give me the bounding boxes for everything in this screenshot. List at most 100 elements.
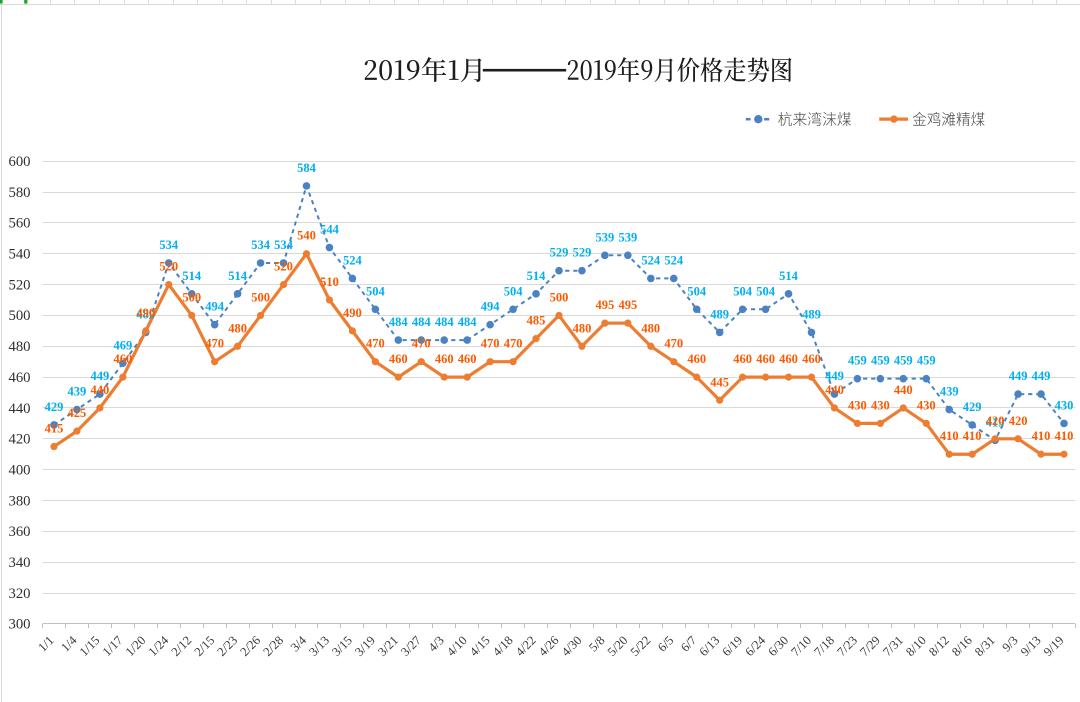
svg-text:459: 459	[917, 354, 936, 368]
svg-text:489: 489	[802, 307, 821, 321]
svg-text:439: 439	[940, 385, 959, 399]
svg-text:520: 520	[159, 260, 178, 274]
svg-text:460: 460	[458, 352, 477, 366]
svg-text:320: 320	[8, 586, 30, 602]
svg-text:449: 449	[91, 369, 110, 383]
svg-text:469: 469	[113, 338, 132, 352]
svg-text:500: 500	[251, 290, 270, 304]
svg-text:449: 449	[1032, 369, 1051, 383]
svg-text:470: 470	[412, 337, 431, 351]
svg-text:544: 544	[320, 223, 340, 237]
svg-text:410: 410	[963, 429, 982, 443]
svg-text:470: 470	[205, 337, 224, 351]
svg-text:520: 520	[274, 260, 293, 274]
svg-text:580: 580	[8, 185, 30, 201]
svg-text:480: 480	[228, 321, 247, 335]
svg-text:480: 480	[641, 321, 660, 335]
svg-text:460: 460	[389, 352, 408, 366]
svg-text:524: 524	[343, 253, 363, 267]
svg-text:529: 529	[573, 246, 592, 260]
svg-text:514: 514	[228, 269, 248, 283]
svg-text:460: 460	[687, 352, 706, 366]
svg-text:534: 534	[159, 238, 179, 252]
svg-text:410: 410	[940, 429, 959, 443]
svg-text:449: 449	[1009, 369, 1028, 383]
svg-text:534: 534	[274, 238, 294, 252]
svg-text:440: 440	[8, 401, 30, 417]
svg-text:429: 429	[45, 400, 64, 414]
svg-text:504: 504	[733, 284, 753, 298]
svg-text:459: 459	[848, 354, 867, 368]
svg-text:400: 400	[8, 462, 30, 478]
svg-text:484: 484	[389, 315, 409, 329]
svg-text:529: 529	[550, 246, 569, 260]
svg-text:494: 494	[481, 300, 501, 314]
svg-text:430: 430	[848, 398, 867, 412]
svg-text:495: 495	[596, 298, 615, 312]
svg-text:460: 460	[802, 352, 821, 366]
svg-text:539: 539	[596, 230, 615, 244]
svg-text:584: 584	[297, 161, 317, 175]
svg-text:410: 410	[1032, 429, 1051, 443]
svg-text:514: 514	[779, 269, 799, 283]
svg-text:504: 504	[687, 284, 707, 298]
svg-text:445: 445	[710, 375, 729, 389]
svg-text:500: 500	[8, 308, 30, 324]
svg-text:449: 449	[825, 369, 844, 383]
svg-text:485: 485	[527, 314, 546, 328]
svg-text:489: 489	[136, 307, 155, 321]
svg-text:360: 360	[8, 524, 30, 540]
svg-text:420: 420	[8, 432, 30, 448]
svg-text:520: 520	[8, 277, 30, 293]
svg-text:470: 470	[664, 337, 683, 351]
svg-text:460: 460	[113, 352, 132, 366]
svg-text:380: 380	[8, 493, 30, 509]
svg-text:560: 560	[8, 216, 30, 232]
svg-text:514: 514	[527, 269, 547, 283]
svg-text:540: 540	[8, 247, 30, 263]
svg-text:484: 484	[435, 315, 455, 329]
svg-text:504: 504	[756, 284, 776, 298]
svg-text:460: 460	[733, 352, 752, 366]
svg-text:504: 504	[504, 284, 524, 298]
svg-text:524: 524	[641, 253, 661, 267]
svg-text:439: 439	[68, 385, 87, 399]
svg-text:534: 534	[251, 238, 271, 252]
svg-text:410: 410	[1055, 429, 1074, 443]
svg-text:415: 415	[45, 422, 64, 436]
svg-text:600: 600	[8, 154, 30, 170]
svg-text:430: 430	[1055, 398, 1074, 412]
svg-text:459: 459	[894, 354, 913, 368]
svg-text:500: 500	[550, 290, 569, 304]
svg-text:495: 495	[618, 298, 637, 312]
svg-text:510: 510	[320, 275, 339, 289]
svg-text:494: 494	[205, 300, 225, 314]
svg-text:430: 430	[871, 398, 890, 412]
svg-text:429: 429	[963, 400, 982, 414]
svg-text:460: 460	[756, 352, 775, 366]
svg-text:524: 524	[664, 253, 684, 267]
svg-text:440: 440	[894, 383, 913, 397]
svg-text:504: 504	[366, 284, 386, 298]
svg-text:420: 420	[1009, 414, 1028, 428]
svg-text:460: 460	[8, 370, 30, 386]
svg-text:425: 425	[68, 406, 87, 420]
svg-text:484: 484	[412, 315, 432, 329]
svg-text:540: 540	[297, 229, 316, 243]
svg-text:459: 459	[871, 354, 890, 368]
svg-text:470: 470	[481, 337, 500, 351]
svg-text:430: 430	[917, 398, 936, 412]
svg-text:420: 420	[986, 414, 1005, 428]
svg-text:480: 480	[573, 321, 592, 335]
svg-text:470: 470	[504, 337, 523, 351]
svg-text:470: 470	[366, 337, 385, 351]
svg-text:460: 460	[779, 352, 798, 366]
svg-text:480: 480	[8, 339, 30, 355]
svg-text:419: 419	[986, 415, 1005, 429]
svg-text:340: 340	[8, 555, 30, 571]
svg-text:300: 300	[8, 617, 30, 633]
svg-text:484: 484	[458, 315, 478, 329]
svg-text:440: 440	[825, 383, 844, 397]
svg-text:539: 539	[618, 230, 637, 244]
svg-text:440: 440	[91, 383, 110, 397]
